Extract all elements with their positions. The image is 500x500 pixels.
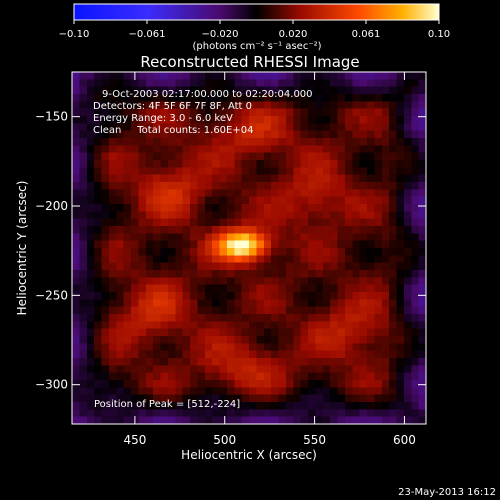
colorbar-units: (photons cm⁻² s⁻¹ asec⁻²) [192,41,321,52]
footer-date: 23-May-2013 16:12 [398,487,496,498]
colorbar-gradient [73,3,440,21]
plot-frame [71,71,427,425]
colorbar-ticks: −0.10 −0.061 −0.020 0.020 0.061 0.10 [59,20,450,40]
y-axis-label: Heliocentric Y (arcsec) [15,181,29,316]
x-tick-label: 450 [123,433,146,447]
y-tick-label: −250 [35,288,68,302]
y-tick-label: −300 [35,378,68,392]
x-axis-ticks: 450 500 550 600 [123,72,416,447]
colorbar: −0.10 −0.061 −0.020 0.020 0.061 0.10 (photons… [59,3,450,52]
colorbar-tick-label: 0.020 [279,29,308,40]
annotation-line-clean: Clean Total counts: 1.60E+04 [93,125,253,136]
heatmap-image [72,72,426,424]
y-axis-ticks: −150 −200 −250 −300 [35,110,426,392]
colorbar-tick-label: 0.061 [352,29,381,40]
x-tick-label: 600 [393,433,416,447]
colorbar-tick-label: −0.10 [59,29,90,40]
colorbar-tick-label: −0.020 [201,29,238,40]
annotation-line-detectors: Detectors: 4F 5F 6F 7F 8F, Att 0 [93,101,252,112]
chart-title: Reconstructed RHESSI Image [140,53,359,71]
x-axis-label: Heliocentric X (arcsec) [181,448,317,462]
colorbar-tick-label: −0.061 [128,29,165,40]
y-tick-label: −200 [35,199,68,213]
x-tick-label: 500 [213,433,236,447]
plot-area [72,72,426,424]
x-tick-label: 550 [303,433,326,447]
annotation-block: 9-Oct-2003 02:17:00.000 to 02:20:04.000 … [93,89,313,136]
peak-position-label: Position of Peak = [512,-224] [94,399,240,410]
colorbar-tick-label: 0.10 [428,29,450,40]
y-tick-label: −150 [35,110,68,124]
annotation-line-energy: Energy Range: 3.0 - 6.0 keV [93,113,233,124]
annotation-line-time: 9-Oct-2003 02:17:00.000 to 02:20:04.000 [102,89,313,100]
